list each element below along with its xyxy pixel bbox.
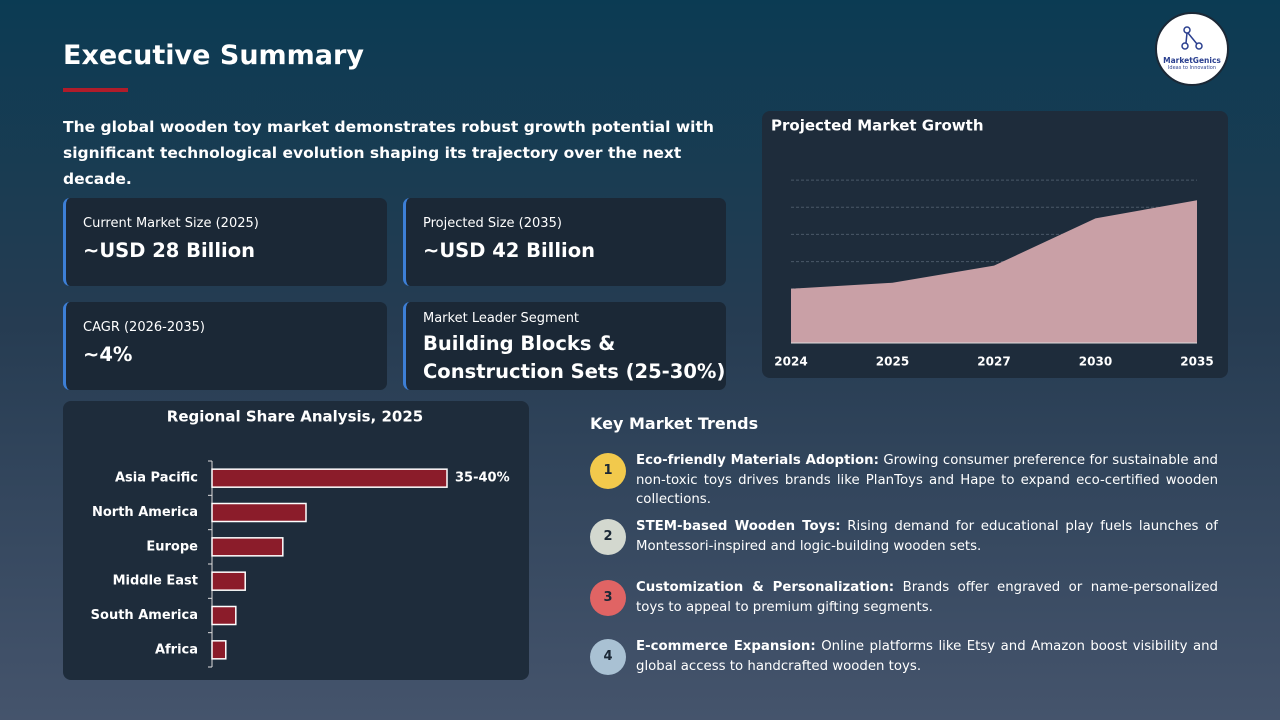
logo-tagline: Ideas to Innovation: [1167, 65, 1217, 71]
trend-text: Brands offer engraved or name-personaliz…: [636, 580, 1218, 615]
x-tick-label: 2027: [977, 355, 1010, 369]
kpi-label: CAGR (2026-2035): [83, 320, 205, 335]
chart-title: Projected Market Growth: [771, 117, 984, 135]
kpi-value: ~USD 28 Billion: [83, 239, 255, 262]
bar: [211, 640, 227, 660]
kpi-value: ~4%: [83, 343, 133, 366]
title-rule: [63, 88, 128, 92]
area: [791, 200, 1197, 343]
x-tick-label: 2025: [876, 355, 909, 369]
trend-number: 3: [590, 580, 626, 616]
trend-number: 1: [590, 453, 626, 489]
y-tick-label: Europe: [146, 539, 198, 554]
bar-panel: [63, 401, 529, 680]
y-tick-label: Asia Pacific: [115, 471, 198, 486]
bar: [211, 537, 284, 557]
bar: [211, 468, 448, 488]
trend-number: 4: [590, 639, 626, 675]
trend-item: E-commerce Expansion: Online platforms l…: [636, 637, 1218, 676]
x-tick-label: 2030: [1079, 355, 1112, 369]
kpi-card: Market Leader Segment Building Blocks & C…: [403, 302, 726, 390]
trend-title: E-commerce Expansion:: [636, 639, 816, 654]
trend-title: Eco-friendly Materials Adoption:: [636, 453, 879, 468]
kpi-value: ~USD 42 Billion: [423, 239, 595, 262]
trend-text: Rising demand for educational play fuels…: [636, 519, 1218, 554]
kpi-label: Current Market Size (2025): [83, 216, 259, 231]
bar: [211, 502, 307, 523]
logo: MarketGenics Ideas to Innovation: [1155, 12, 1229, 86]
trend-text: Growing consumer preference for sustaina…: [636, 453, 1218, 507]
kpi-label: Market Leader Segment: [423, 311, 580, 326]
y-tick-label: South America: [91, 608, 198, 623]
trends-title: Key Market Trends: [590, 414, 759, 433]
x-tick-label: 2024: [774, 355, 807, 369]
trend-item: Customization & Personalization: Brands …: [636, 578, 1218, 617]
trend-title: Customization & Personalization:: [636, 580, 895, 595]
y-tick-label: Africa: [155, 642, 198, 657]
logo-icon: [1181, 26, 1203, 50]
data-label: 35-40%: [455, 471, 510, 486]
trend-item: Eco-friendly Materials Adoption: Growing…: [636, 451, 1218, 510]
kpi-label: Projected Size (2035): [423, 216, 562, 231]
trend-title: STEM-based Wooden Toys:: [636, 519, 841, 534]
kpi-value: Building Blocks & Construction Sets (25-…: [423, 332, 726, 383]
x-tick-label: 2035: [1180, 355, 1213, 369]
y-tick-label: Middle East: [113, 574, 198, 589]
trend-number: 2: [590, 519, 626, 555]
slide-title: Executive Summary: [63, 40, 364, 71]
trend-text: Online platforms like Etsy and Amazon bo…: [636, 639, 1218, 674]
bar: [211, 605, 237, 626]
kpi-card: CAGR (2026-2035) ~4%: [63, 302, 387, 390]
bar: [211, 571, 246, 591]
logo-name: MarketGenics: [1163, 56, 1221, 65]
kpi-card: Current Market Size (2025) ~USD 28 Billio…: [63, 198, 387, 286]
summary: The global wooden toy market demonstrate…: [63, 118, 714, 188]
chart-title: Regional Share Analysis, 2025: [167, 408, 423, 426]
trend-item: STEM-based Wooden Toys: Rising demand fo…: [636, 517, 1218, 556]
y-tick-label: North America: [92, 505, 198, 520]
kpi-card: Projected Size (2035) ~USD 42 Billion: [403, 198, 726, 286]
